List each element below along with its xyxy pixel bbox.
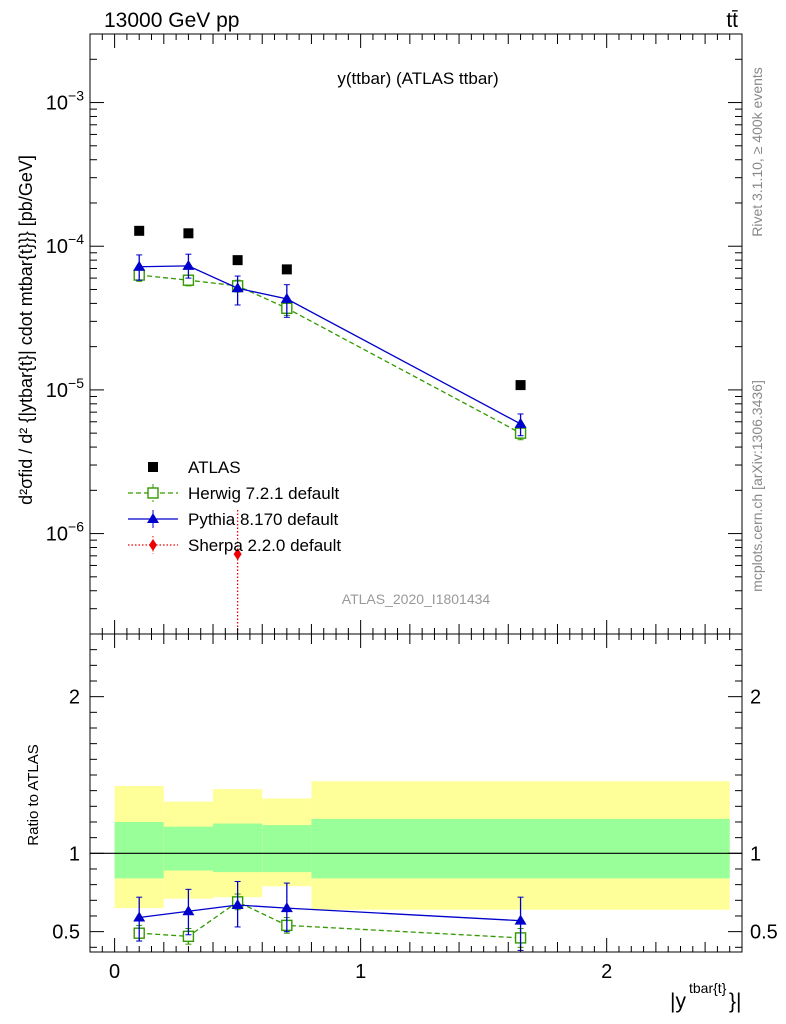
legend-label: ATLAS <box>188 458 241 477</box>
legend-marker <box>149 539 157 551</box>
legend-marker <box>147 487 159 499</box>
ratio-bands <box>90 781 742 910</box>
x-tick-label: 0 <box>109 961 120 983</box>
analysis-id: ATLAS_2020_I1801434 <box>342 591 491 607</box>
series-line <box>139 265 521 425</box>
xaxis-label-base: |y <box>670 990 686 1013</box>
mcplots-text-wrap: mcplots.cern.ch [arXiv:1306.3436] <box>749 380 765 592</box>
legend-entry: Pythia 8.170 default <box>128 510 339 529</box>
ratio-panel: 0.5 0.5 1 1 2 2 0 1 2 <box>52 633 778 983</box>
data-point <box>514 417 527 428</box>
data-point <box>231 282 244 293</box>
data-point <box>280 292 293 303</box>
data-point <box>233 548 242 561</box>
ratio-ylabel: Ratio to ATLAS <box>25 744 42 845</box>
ratio-data-point <box>133 911 146 922</box>
xaxis-label: |y tbar{t} }| <box>670 980 741 1013</box>
main-panel: 10−610−510−410−3 y(ttbar) (ATLAS ttbar) … <box>46 33 743 635</box>
uncertainty-band-inner <box>311 818 730 879</box>
legend-entry: Sherpa 2.2.0 default <box>128 536 341 555</box>
main-ylabel-text: d²σfid / d² {|ytbar{t}| cdot mtbar{t}}} … <box>16 155 36 505</box>
legend-label: Pythia 8.170 default <box>188 510 339 529</box>
series-3 <box>233 509 242 634</box>
data-point <box>232 255 243 266</box>
ratio-y-tick-label: 1 <box>69 843 80 865</box>
ratio-y-tick-label-right: 1 <box>750 843 761 865</box>
legend-marker <box>147 513 159 523</box>
data-point <box>281 264 292 275</box>
ratio-data-point <box>280 902 293 913</box>
uncertainty-band-inner <box>163 826 214 871</box>
legend-marker <box>148 462 158 472</box>
legend: ATLAS Herwig 7.2.1 default Pythia 8.170 de… <box>128 458 341 555</box>
y-tick-label: 10−6 <box>46 519 84 546</box>
ratio-series-line <box>139 901 521 939</box>
series-line <box>139 274 521 434</box>
ratio-ylabel-text: Ratio to ATLAS <box>25 744 42 845</box>
y-tick-label: 10−4 <box>46 231 84 258</box>
ratio-data-layer <box>133 881 527 951</box>
ratio-y-tick-label: 0.5 <box>52 922 80 944</box>
series-2 <box>133 253 527 437</box>
main-axes: 10−6 10−5 10−4 10−3 <box>46 33 743 635</box>
main-data-layer <box>133 225 527 634</box>
ratio-axes: 0.5 0.5 1 1 2 2 0 1 2 <box>52 633 778 983</box>
data-point <box>515 380 526 391</box>
ratio-y-tick-label-right: 2 <box>750 687 761 709</box>
y-tick-label: 10−5 <box>46 375 84 402</box>
y-tick-label: 10−3 <box>46 88 84 115</box>
header-right: tt̄ <box>726 9 738 32</box>
x-tick-label: 2 <box>601 961 612 983</box>
uncertainty-band-inner <box>114 821 164 879</box>
data-point <box>182 259 195 270</box>
ratio-y-tick-label: 2 <box>69 687 80 709</box>
xaxis-label-sup: tbar{t} <box>689 980 727 996</box>
data-point <box>183 228 194 239</box>
data-point <box>134 225 145 236</box>
main-title: y(ttbar) (ATLAS ttbar) <box>337 69 498 88</box>
ratio-y-tick-label-right: 0.5 <box>750 922 778 944</box>
series-1 <box>133 268 527 441</box>
rivet-version-text: Rivet 3.1.10, ≥ 400k events <box>749 67 765 237</box>
main-ylabel: d²σfid / d² {|ytbar{t}| cdot mtbar{t}}} … <box>16 155 36 505</box>
uncertainty-band-inner <box>213 823 263 873</box>
mcplots-text: mcplots.cern.ch [arXiv:1306.3436] <box>749 380 765 592</box>
legend-label: Sherpa 2.2.0 default <box>188 536 341 555</box>
ratio-series-1 <box>133 881 527 951</box>
legend-label: Herwig 7.2.1 default <box>188 484 339 503</box>
series-0 <box>134 225 526 391</box>
legend-entry: Herwig 7.2.1 default <box>128 484 339 503</box>
x-tick-label: 1 <box>355 961 366 983</box>
data-point <box>133 260 146 271</box>
xaxis-label-tail: }| <box>729 990 741 1013</box>
header-left: 13000 GeV pp <box>104 9 239 32</box>
ratio-data-point <box>514 914 527 925</box>
ratio-data-point <box>231 899 244 910</box>
ratio-frame <box>89 633 743 953</box>
legend-entry: ATLAS <box>148 458 241 477</box>
uncertainty-band-inner <box>262 825 312 873</box>
ratio-data-point <box>182 905 195 916</box>
rivet-text-wrap: Rivet 3.1.10, ≥ 400k events <box>749 67 765 237</box>
